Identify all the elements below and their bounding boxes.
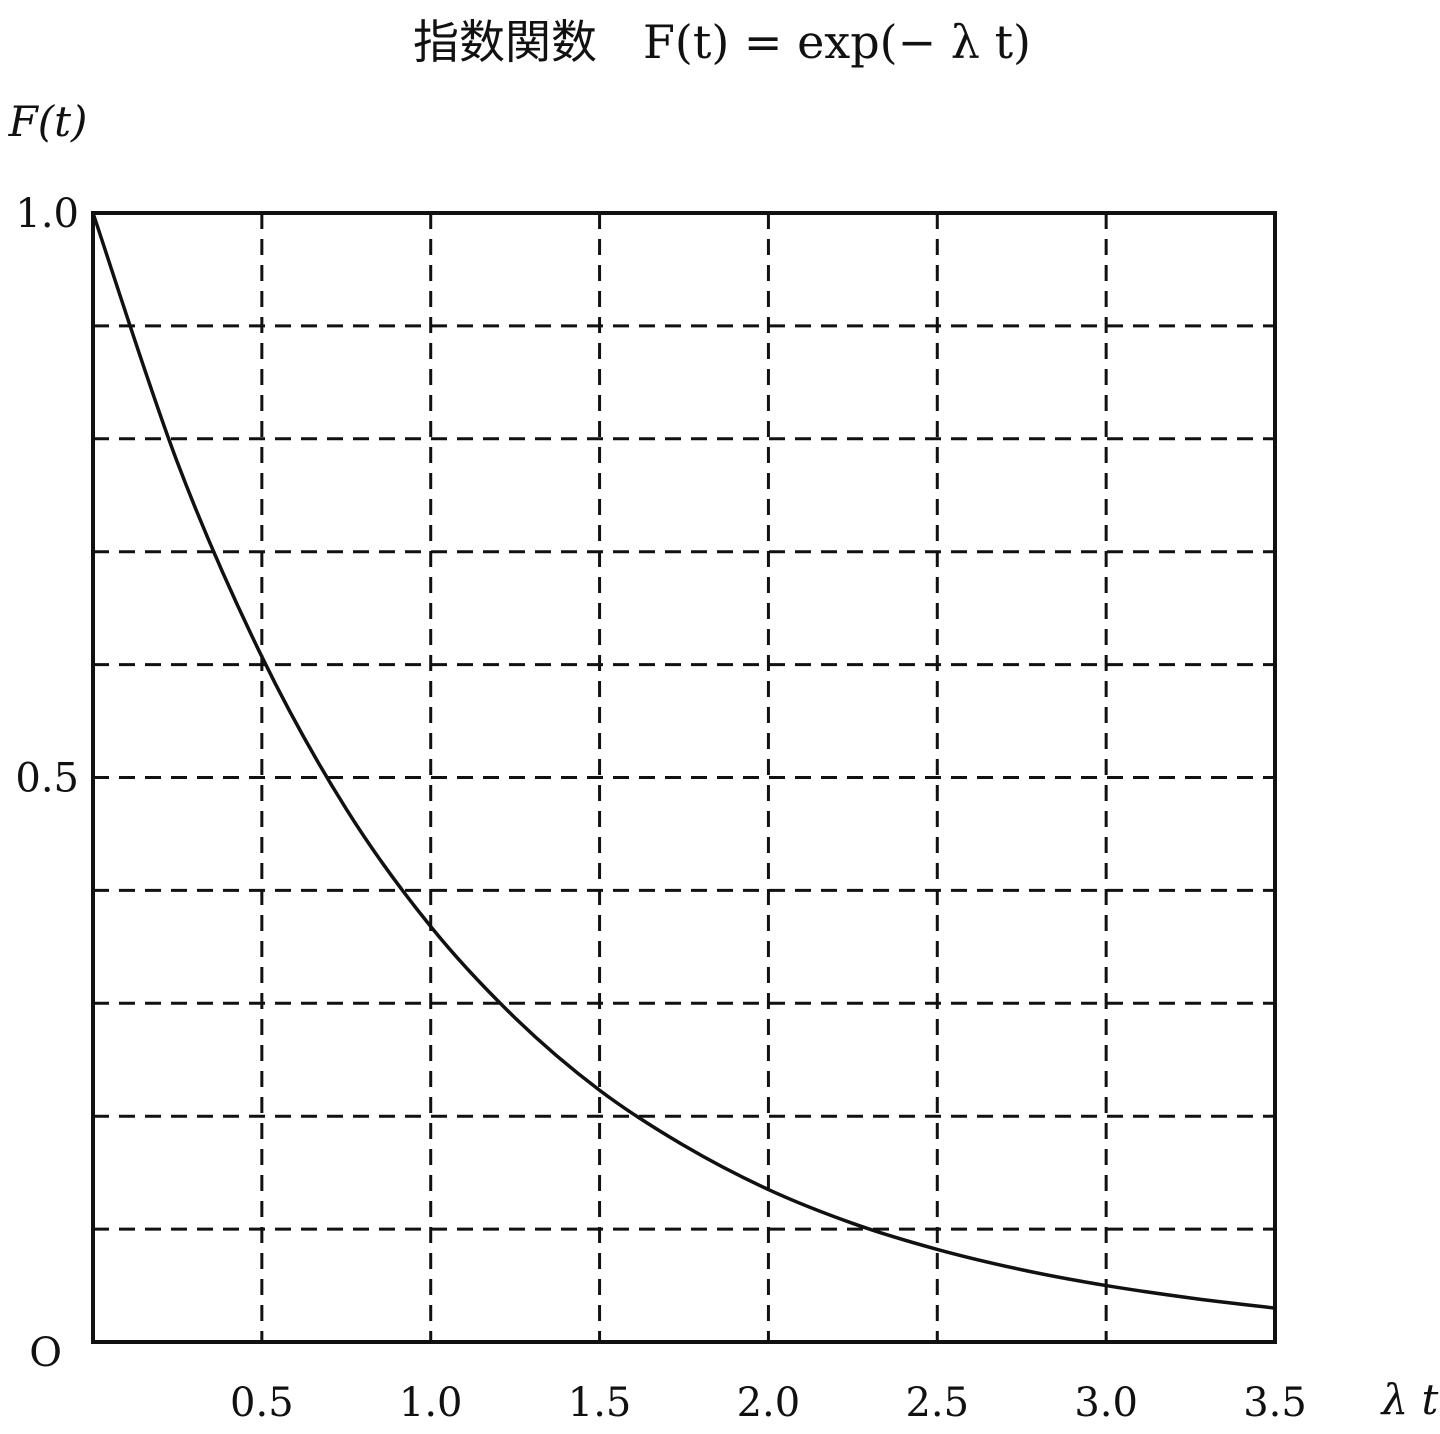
y-tick-label-1: 1.0 [15, 191, 79, 237]
x-tick-label-3: 2.0 [737, 1380, 801, 1426]
tick-labels: 0.5 1.0 1.5 2.0 2.5 3.0 3.5 0.5 1.0 [15, 191, 1306, 1426]
x-tick-label-2: 1.5 [568, 1380, 632, 1426]
x-tick-label-1: 1.0 [399, 1380, 463, 1426]
x-tick-label-0: 0.5 [230, 1380, 294, 1426]
x-axis-label: λ t [1380, 1375, 1439, 1424]
origin-label: O [29, 1330, 62, 1376]
x-tick-label-6: 3.5 [1243, 1380, 1307, 1426]
y-axis-label: F(t) [8, 97, 88, 146]
x-tick-label-4: 2.5 [905, 1380, 969, 1426]
plot-frame [91, 211, 1277, 1344]
chart-title: 指数関数 F(t) = exp(− λ t) [413, 15, 1031, 69]
x-tick-label-5: 3.0 [1074, 1380, 1138, 1426]
y-tick-label-0: 0.5 [15, 756, 79, 802]
grid-lines [93, 213, 1275, 1342]
series-layer [91, 212, 1276, 1310]
series-line-0 [91, 212, 1276, 1310]
